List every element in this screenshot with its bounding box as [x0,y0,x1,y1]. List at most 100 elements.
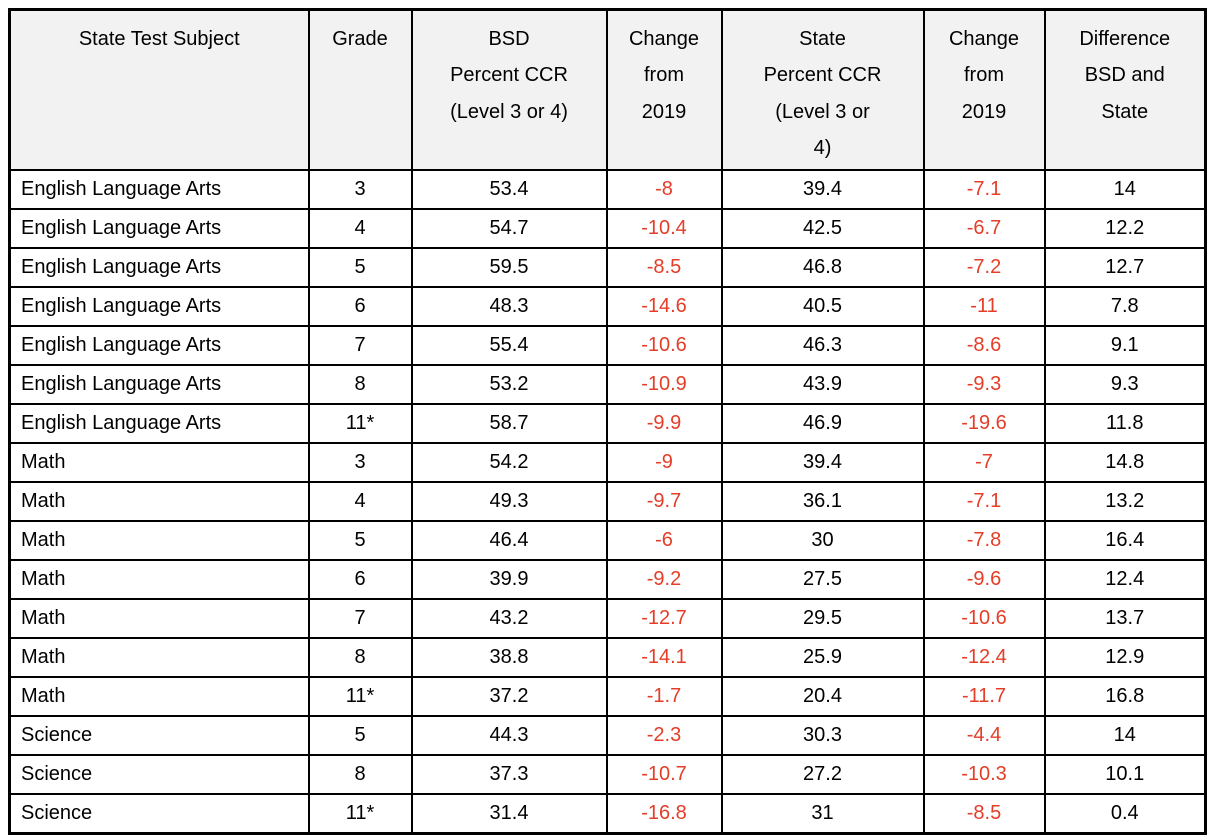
cell-difference: 13.2 [1043,481,1207,522]
cell-difference: 9.1 [1043,325,1207,366]
cell-bsd-ccr: 53.2 [410,364,608,405]
cell-grade: 5 [307,715,413,756]
cell-bsd-change: -9 [605,442,723,483]
table-row: English Language Arts 7 55.4 -10.6 46.3 … [8,325,1207,366]
cell-subject: English Language Arts [8,208,310,249]
cell-difference: 14 [1043,715,1207,756]
col-header-state-change-from-2019: Change from 2019 [922,8,1046,171]
cell-bsd-change: -1.7 [605,676,723,717]
cell-difference: 12.9 [1043,637,1207,678]
cell-subject: Math [8,520,310,561]
col-header-state-percent-ccr: State Percent CCR (Level 3 or 4) [720,8,925,171]
cell-state-ccr: 39.4 [720,169,925,210]
cell-bsd-change: -14.6 [605,286,723,327]
cell-bsd-ccr: 49.3 [410,481,608,522]
cell-bsd-change: -9.7 [605,481,723,522]
cell-state-ccr: 20.4 [720,676,925,717]
cell-grade: 11* [307,403,413,444]
cell-grade: 6 [307,559,413,600]
cell-difference: 12.2 [1043,208,1207,249]
cell-state-ccr: 29.5 [720,598,925,639]
cell-subject: English Language Arts [8,169,310,210]
cell-grade: 3 [307,169,413,210]
table-row: Science 8 37.3 -10.7 27.2 -10.3 10.1 [8,754,1207,795]
cell-bsd-change: -8 [605,169,723,210]
cell-grade: 5 [307,520,413,561]
cell-state-ccr: 42.5 [720,208,925,249]
cell-bsd-change: -14.1 [605,637,723,678]
header-row: State Test Subject Grade BSD Percent CCR… [8,8,1207,171]
table-row: Math 6 39.9 -9.2 27.5 -9.6 12.4 [8,559,1207,600]
cell-state-ccr: 30 [720,520,925,561]
cell-bsd-change: -10.6 [605,325,723,366]
cell-grade: 8 [307,637,413,678]
cell-bsd-change: -2.3 [605,715,723,756]
cell-grade: 6 [307,286,413,327]
cell-state-change: -7.1 [922,481,1046,522]
cell-state-ccr: 30.3 [720,715,925,756]
cell-state-change: -7.2 [922,247,1046,288]
table-row: Math 7 43.2 -12.7 29.5 -10.6 13.7 [8,598,1207,639]
cell-state-ccr: 43.9 [720,364,925,405]
cell-state-ccr: 40.5 [720,286,925,327]
cell-bsd-change: -10.4 [605,208,723,249]
cell-difference: 13.7 [1043,598,1207,639]
table-row: Math 11* 37.2 -1.7 20.4 -11.7 16.8 [8,676,1207,717]
cell-subject: Math [8,637,310,678]
cell-bsd-change: -9.9 [605,403,723,444]
table-row: Science 5 44.3 -2.3 30.3 -4.4 14 [8,715,1207,756]
cell-grade: 8 [307,364,413,405]
cell-bsd-ccr: 59.5 [410,247,608,288]
cell-bsd-ccr: 48.3 [410,286,608,327]
cell-difference: 14 [1043,169,1207,210]
cell-bsd-change: -12.7 [605,598,723,639]
cell-state-change: -11 [922,286,1046,327]
cell-state-change: -19.6 [922,403,1046,444]
cell-difference: 12.4 [1043,559,1207,600]
cell-bsd-change: -6 [605,520,723,561]
cell-bsd-ccr: 54.7 [410,208,608,249]
cell-state-ccr: 39.4 [720,442,925,483]
table-row: Math 8 38.8 -14.1 25.9 -12.4 12.9 [8,637,1207,678]
cell-difference: 9.3 [1043,364,1207,405]
cell-bsd-ccr: 46.4 [410,520,608,561]
cell-difference: 16.8 [1043,676,1207,717]
cell-state-change: -12.4 [922,637,1046,678]
col-header-difference-bsd-state: Difference BSD and State [1043,8,1207,171]
cell-state-change: -10.3 [922,754,1046,795]
cell-state-change: -7.1 [922,169,1046,210]
cell-grade: 4 [307,208,413,249]
cell-subject: Science [8,754,310,795]
cell-state-ccr: 46.8 [720,247,925,288]
cell-subject: Math [8,598,310,639]
cell-state-ccr: 46.9 [720,403,925,444]
cell-bsd-ccr: 37.3 [410,754,608,795]
table-row: English Language Arts 8 53.2 -10.9 43.9 … [8,364,1207,405]
cell-bsd-ccr: 58.7 [410,403,608,444]
cell-subject: English Language Arts [8,364,310,405]
cell-state-change: -10.6 [922,598,1046,639]
cell-grade: 5 [307,247,413,288]
cell-state-change: -7 [922,442,1046,483]
cell-difference: 10.1 [1043,754,1207,795]
cell-grade: 3 [307,442,413,483]
table-row: Math 5 46.4 -6 30 -7.8 16.4 [8,520,1207,561]
cell-bsd-ccr: 37.2 [410,676,608,717]
cell-state-ccr: 27.2 [720,754,925,795]
col-header-bsd-percent-ccr: BSD Percent CCR (Level 3 or 4) [410,8,608,171]
table-row: English Language Arts 11* 58.7 -9.9 46.9… [8,403,1207,444]
table-row: Math 3 54.2 -9 39.4 -7 14.8 [8,442,1207,483]
cell-bsd-ccr: 44.3 [410,715,608,756]
cell-grade: 8 [307,754,413,795]
cell-subject: English Language Arts [8,403,310,444]
cell-grade: 4 [307,481,413,522]
cell-state-change: -8.6 [922,325,1046,366]
cell-state-change: -11.7 [922,676,1046,717]
cell-subject: Science [8,715,310,756]
cell-state-change: -7.8 [922,520,1046,561]
cell-state-change: -9.3 [922,364,1046,405]
col-header-bsd-change-from-2019: Change from 2019 [605,8,723,171]
test-results-table: State Test Subject Grade BSD Percent CCR… [8,8,1207,835]
cell-state-ccr: 27.5 [720,559,925,600]
